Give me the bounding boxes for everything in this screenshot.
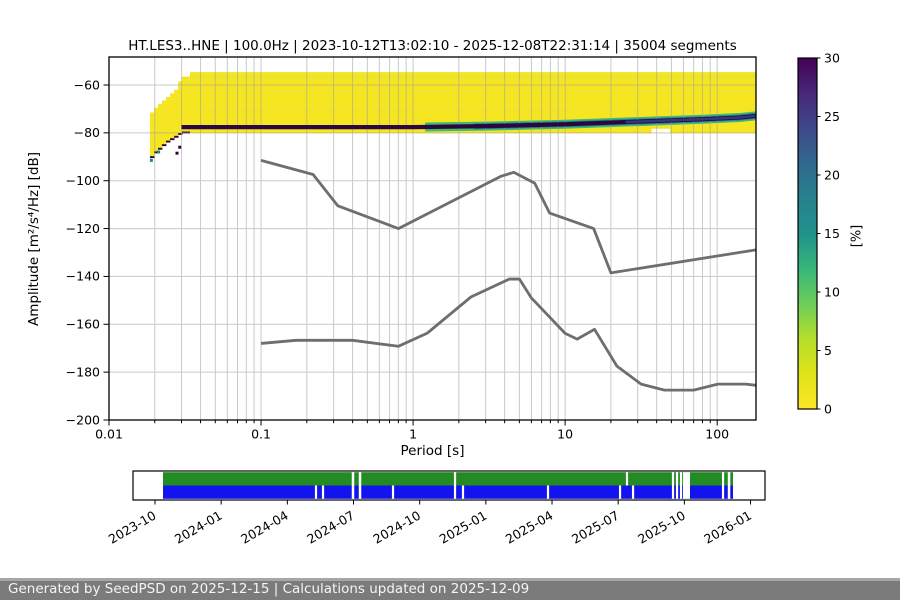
histogram-speck (149, 158, 153, 162)
timeline-tick-label: 2024-10 (370, 508, 423, 547)
timeline-green-bar (163, 472, 734, 486)
y-tick-label: −160 (66, 317, 100, 332)
staircase-dark-edge (165, 140, 171, 143)
histogram-staircase-column (165, 96, 171, 143)
footer-text: Generated by SeedPSD on 2025-12-15 | Cal… (8, 581, 530, 597)
staircase-dark-edge (161, 144, 167, 147)
timeline-tick-label: 2025-10 (635, 508, 688, 547)
colorbar-tick-label: 0 (824, 401, 832, 416)
colorbar-tick-label: 15 (824, 226, 840, 241)
histogram-staircase-column (149, 112, 155, 158)
histogram-speck (157, 150, 161, 154)
y-tick-label: −180 (66, 364, 100, 379)
colorbar-tick-label: 10 (824, 284, 840, 299)
timeline-gap (679, 472, 683, 486)
timeline-gap (679, 485, 683, 499)
x-axis-label: Period [s] (400, 443, 465, 459)
timeline-gap (727, 485, 731, 499)
x-tick-label: 10 (557, 427, 573, 442)
x-tick-label: 0.1 (251, 427, 271, 442)
histogram-staircase-column (154, 107, 159, 154)
band-white-notch (651, 128, 671, 134)
timeline-gap (671, 485, 675, 499)
staircase-dark-edge (149, 156, 155, 159)
main-axes-frame (108, 56, 757, 421)
timeline-gap (625, 472, 629, 486)
histogram-staircase-column (178, 81, 183, 135)
staircase-dark-edge (154, 151, 159, 154)
axis-ticks (103, 84, 718, 426)
timeline-gap (453, 485, 457, 499)
timeline-gap (683, 472, 691, 486)
timeline-gap (721, 485, 725, 499)
timeline-tick-label: 2025-07 (569, 508, 622, 547)
availability-timeline: 2023-10 2024-01 2024-04 2024-07 2024-10 2025-… (106, 470, 766, 547)
timeline-gap (546, 485, 550, 499)
noise-model-curve-nlnm (260, 277, 756, 392)
timeline-gap (671, 472, 675, 486)
timeline-blue-bar (163, 485, 734, 499)
histogram-speck (175, 151, 179, 155)
staircase-dark-edge (174, 135, 179, 138)
histogram-texture-row (190, 89, 756, 93)
staircase-dark-edge (170, 138, 175, 141)
timeline-tick-label: 2024-01 (172, 508, 225, 547)
y-tick-label: −140 (66, 269, 100, 284)
y-tick-label: −60 (74, 77, 100, 92)
timeline-gap (358, 472, 362, 486)
timeline-gap (321, 485, 325, 499)
timeline-gap (675, 472, 679, 486)
x-tick-label: 100 (705, 427, 729, 442)
colorbar-tick-label: 30 (824, 50, 840, 65)
timeline-gap (618, 485, 622, 499)
histogram-staircase-column (157, 104, 163, 150)
timeline-tick-label: 2026-01 (701, 508, 754, 547)
timeline-gap (351, 485, 355, 499)
histogram-staircase-column (174, 89, 179, 138)
footer-status-bar: Generated by SeedPSD on 2025-12-15 | Cal… (0, 578, 900, 600)
staircase-dark-edge (178, 132, 183, 135)
colorbar-tick-label: 25 (824, 109, 840, 124)
timeline-tick-label: 2024-07 (304, 508, 357, 547)
plot-title: HT.LES3..HNE | 100.0Hz | 2023-10-12T13:0… (128, 38, 737, 54)
y-tick-label: −200 (66, 412, 100, 427)
timeline-gap (391, 485, 395, 499)
timeline-tick-label: 2024-04 (238, 508, 291, 547)
histogram-texture-row (190, 74, 756, 79)
colorbar-tick-label: 5 (824, 343, 832, 358)
timeline-tick-label: 2025-01 (437, 508, 490, 547)
timeline-gap (461, 485, 465, 499)
colorbar (797, 57, 818, 410)
histogram-staircase-column (170, 93, 175, 141)
y-tick-label: −100 (66, 173, 100, 188)
timeline-gap (351, 472, 355, 486)
ppsd-plot-area (109, 57, 756, 420)
colorbar-tick-label: 20 (824, 167, 840, 182)
histogram-staircase-column (161, 100, 167, 147)
y-tick-label: −80 (74, 125, 100, 140)
timeline-gap (727, 472, 731, 486)
timeline-gap (721, 472, 725, 486)
staircase-dark-edge (157, 147, 163, 150)
timeline-tick-label: 2025-04 (503, 508, 556, 547)
histogram-speck (178, 145, 182, 149)
x-tick-label: 1 (409, 427, 417, 442)
timeline-gap (675, 485, 679, 499)
timeline-tick-label: 2023-10 (106, 508, 159, 547)
timeline-gap (358, 485, 362, 499)
timeline-gap (683, 485, 691, 499)
timeline-gap (314, 485, 318, 499)
grid (109, 57, 756, 420)
noise-model-curve-nhnm (260, 159, 756, 275)
histogram-texture-row (190, 108, 756, 112)
mode-line-navy-overlay (625, 114, 756, 124)
ppsd-figure-canvas: 0.01 0.1 1 10 100−60−80−100−120−140−160−180−… (66, 50, 840, 547)
y-tick-label: −120 (66, 221, 100, 236)
histogram-staircase-column (181, 76, 191, 134)
timeline-gap (631, 485, 635, 499)
x-tick-label: 0.01 (95, 427, 123, 442)
timeline-gap (453, 472, 457, 486)
